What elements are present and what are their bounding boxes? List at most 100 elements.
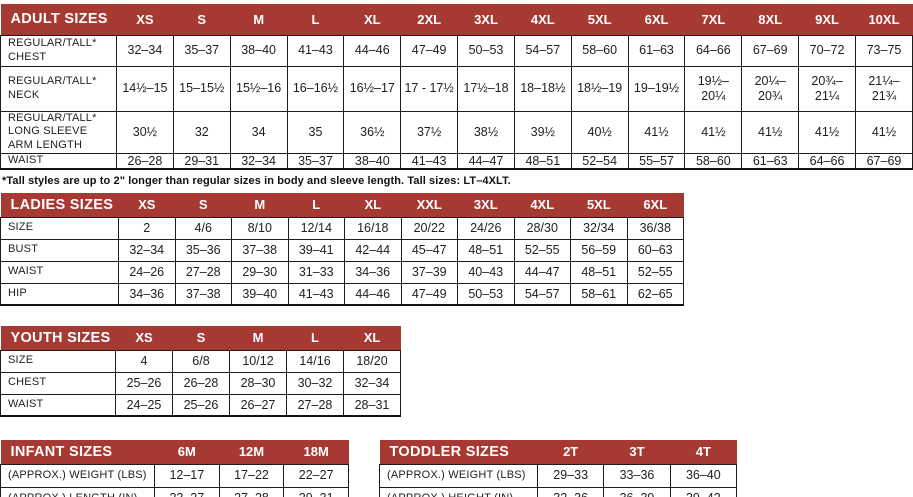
size-value-cell: 6/8 [172,349,230,373]
table-row: REGULAR/TALL* CHEST 32–34 35–37 38–40 41–43 4… [0,34,913,67]
size-value-cell: 28–30 [229,371,287,395]
size-value-cell: 4/6 [174,216,232,240]
size-value-cell: 14½–15 [116,65,174,112]
size-value-cell: 39½ [513,110,572,154]
size-value-cell: 15–15½ [172,65,231,112]
size-value-cell: 25–26 [172,393,230,417]
adult-table: ADULT SIZES XS S M L XL 2XL 3XL 4XL 5XL 6XL 7XL 8XL 9… [0,4,913,171]
toddler-header-row: TODDLER SIZES 2T 3T 4T [379,440,737,465]
row-label: (APPROX.) WEIGHT (LBS) [0,463,155,488]
column-header-xs: XS [118,193,175,218]
size-value-cell: 37–39 [400,260,458,284]
size-value-cell: 36–39 [603,486,671,497]
size-value-cell: 12–17 [154,463,220,488]
size-value-cell: 31–33 [287,260,345,284]
size-value-cell: 35 [286,110,345,154]
size-value-cell: 2 [118,216,176,240]
size-value-cell: 50–53 [457,34,515,67]
size-value-cell: 44–46 [344,282,402,306]
size-value-cell: 54–57 [513,282,571,306]
row-label: WAIST [0,393,116,417]
size-value-cell: 8/10 [231,216,289,240]
column-header-xs: XS [115,326,173,351]
size-value-cell: 27–28 [218,486,285,497]
table-row: WAIST 24–25 25–26 26–27 27–28 28–31 [0,393,401,417]
youth-table-title: YOUTH SIZES [0,326,116,351]
column-header-3t: 3T [603,440,671,465]
youth-table: YOUTH SIZES XS S M L XL SIZE 4 6/8 10/12 14/16 18/2… [0,326,401,418]
column-header-6m: 6M [154,440,220,465]
column-header-xl: XL [344,193,401,218]
size-value-cell: 58–61 [570,282,628,306]
size-value-cell: 27–28 [286,393,344,417]
size-value-cell: 60–63 [626,238,684,262]
table-row: WAIST 24–26 27–28 29–30 31–33 34–36 37–39 40–43… [0,260,684,284]
column-header-10xl: 10XL [855,4,913,35]
size-value-cell: 48–51 [457,238,515,262]
column-header-s: S [175,193,232,218]
column-header-s: S [172,326,230,351]
column-header-3xl: 3XL [457,4,515,35]
column-header-2xl: 2XL [400,4,458,35]
table-row: BUST 32–34 35–36 37–38 39–41 42–44 45–47 48–51 5… [0,238,684,262]
table-row: REGULAR/TALL* LONG SLEEVE ARM LENGTH 30½ 3… [0,110,913,154]
size-value-cell: 27–28 [174,260,232,284]
toddler-sizes-table: TODDLER SIZES 2T 3T 4T (APPROX.) WEIGHT (LBS… [379,440,738,497]
table-row: WAIST 26–28 29–31 32–34 35–37 38–40 41–43 44–47… [0,152,913,170]
ladies-table-title: LADIES SIZES [0,193,119,218]
row-label: CHEST [0,371,116,395]
size-value-cell: 52–54 [570,152,629,170]
size-value-cell: 47–49 [400,34,459,67]
size-value-cell: 26–28 [116,152,174,170]
size-value-cell: 55–57 [627,152,686,170]
size-value-cell: 34–36 [344,260,402,284]
size-value-cell: 18/20 [343,349,401,373]
youth-header-row: YOUTH SIZES XS S M L XL [0,326,401,351]
table-row: (APPROX.) WEIGHT (LBS) 12–17 17–22 22–27 [0,463,349,488]
size-value-cell: 20/22 [400,216,458,240]
size-value-cell: 18–18½ [513,65,572,112]
size-value-cell: 50–53 [457,282,515,306]
size-value-cell: 34 [229,110,288,154]
column-header-m: M [231,193,288,218]
row-label: SIZE [0,216,119,240]
column-header-12m: 12M [219,440,284,465]
column-header-l: L [286,326,344,351]
infant-sizes-table: INFANT SIZES 6M 12M 18M (APPROX.) WEIGHT (LB… [0,440,349,497]
size-value-cell: 19½– 20¼ [684,65,743,112]
size-value-cell: 41½ [798,110,856,154]
ladies-sizes-table: LADIES SIZES XS S M L XL XXL 3XL 4XL 5XL 6XL SIZE 2 4… [0,193,913,307]
column-header-7xl: 7XL [684,4,742,35]
size-value-cell: 17 - 17½ [400,65,459,112]
size-value-cell: 54–57 [513,34,572,67]
youth-sizes-table: YOUTH SIZES XS S M L XL SIZE 4 6/8 10/12 14/16 18/2… [0,326,913,418]
size-value-cell: 25–26 [115,371,173,395]
size-value-cell: 26–27 [229,393,287,417]
size-value-cell: 41–43 [286,34,345,67]
table-row: (APPROX.) WEIGHT (LBS) 29–33 33–36 36–40 [379,463,738,488]
size-value-cell: 28/30 [513,216,571,240]
ladies-table: LADIES SIZES XS S M L XL XXL 3XL 4XL 5XL 6XL SIZE 2 4… [0,193,684,307]
size-value-cell: 33–36 [603,463,671,488]
size-value-cell: 39–40 [231,282,289,306]
column-header-xl: XL [343,4,401,35]
adult-header-row: ADULT SIZES XS S M L XL 2XL 3XL 4XL 5XL 6XL 7XL 8XL 9… [0,4,913,35]
column-header-4t: 4T [670,440,737,465]
table-row: SIZE 4 6/8 10/12 14/16 18/20 [0,349,401,373]
row-label: REGULAR/TALL* LONG SLEEVE ARM LENGTH [0,110,117,154]
size-value-cell: 39–42 [669,486,738,497]
column-header-3xl: 3XL [457,193,514,218]
size-value-cell: 45–47 [400,238,458,262]
size-value-cell: 37–38 [174,282,232,306]
size-value-cell: 10/12 [229,349,287,373]
size-value-cell: 52–55 [626,260,684,284]
toddler-table-title: TODDLER SIZES [379,440,538,465]
size-value-cell: 24–25 [115,393,173,417]
size-value-cell: 32/34 [570,216,628,240]
tall-sizes-footnote: *Tall styles are up to 2" longer than re… [2,175,511,188]
size-value-cell: 18½–19 [570,65,629,112]
size-value-cell: 44–47 [457,152,515,170]
size-value-cell: 15½–16 [229,65,288,112]
size-value-cell: 36½ [343,110,402,154]
